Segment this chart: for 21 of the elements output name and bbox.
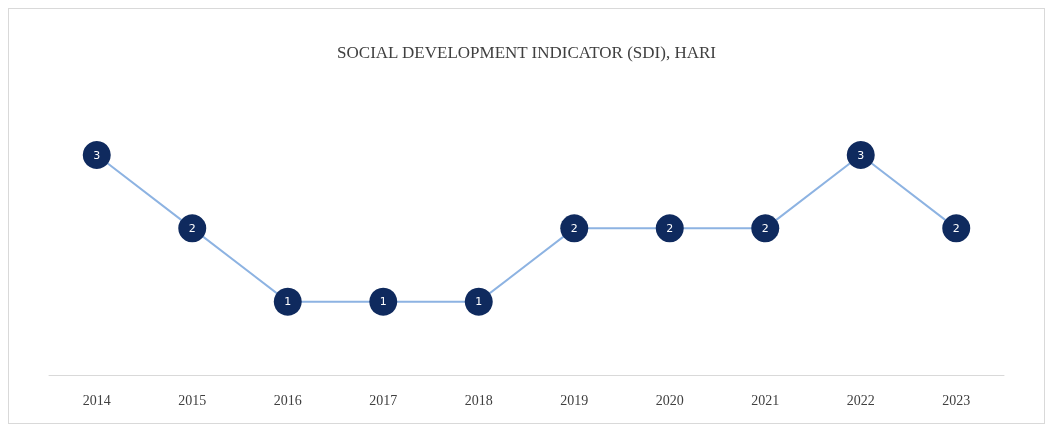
data-label: 3	[93, 148, 101, 162]
data-label: 1	[284, 295, 292, 309]
data-label: 2	[570, 221, 578, 235]
x-tick-label: 2018	[464, 392, 493, 408]
x-tick-label: 2016	[273, 392, 302, 408]
data-label: 3	[857, 148, 865, 162]
data-label: 2	[761, 221, 769, 235]
x-tick-label: 2020	[655, 392, 684, 408]
x-tick-label: 2014	[82, 392, 111, 408]
x-tick-label: 2023	[942, 392, 971, 408]
x-tick-label: 2021	[751, 392, 780, 408]
data-label: 1	[379, 295, 387, 309]
data-label: 2	[952, 221, 960, 235]
x-tick-label: 2017	[369, 392, 398, 408]
data-label: 1	[475, 295, 483, 309]
x-tick-label: 2015	[178, 392, 207, 408]
data-label: 2	[188, 221, 196, 235]
x-tick-label: 2019	[560, 392, 589, 408]
x-tick-label: 2022	[846, 392, 875, 408]
chart-title: SOCIAL DEVELOPMENT INDICATOR (SDI), HARI	[337, 43, 717, 62]
data-label: 2	[666, 221, 674, 235]
